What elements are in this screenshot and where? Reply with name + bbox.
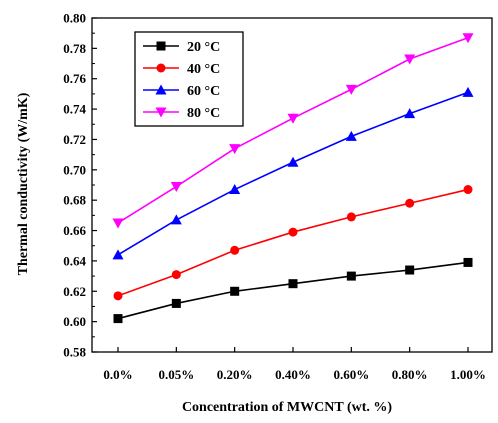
legend-label: 80 °C [187,106,220,121]
data-point [405,198,415,208]
series-2 [113,185,473,301]
axes: 0.58 0.60 0.62 0.64 0.66 0.68 0.70 0.72 0.74 0.76… [63,11,493,382]
legend-label: 20 °C [187,40,220,55]
legend-marker [156,63,166,73]
legend-label: 40 °C [187,62,220,77]
y-tick-label: 0.68 [63,193,86,208]
data-point [170,214,182,225]
y-tick-label: 0.74 [63,102,86,117]
x-axis-title: Concentration of MWCNT (wt. %) [182,400,392,415]
legend-marker [155,84,167,95]
legend-label: 60 °C [187,84,220,99]
data-point [346,212,356,222]
data-point [404,54,416,65]
legend: 20 °C 40 °C 60 °C 80 °C [134,31,244,127]
x-tick-label: 1.00% [450,367,486,382]
x-tick-label: 0.05% [158,367,194,382]
data-point [112,218,124,229]
legend-entry: 80 °C [143,106,220,121]
y-tick-label: 0.60 [63,314,86,329]
legend-entry: 40 °C [143,62,220,77]
data-point [462,86,474,97]
y-tick-label: 0.78 [63,41,86,56]
series-1 [113,257,473,324]
data-point [170,182,182,193]
legend-entry: 20 °C [143,40,220,55]
legend-box [134,31,244,127]
data-point [229,144,241,155]
y-tick-label: 0.64 [63,253,86,268]
data-point [171,270,181,280]
y-tick-label: 0.76 [63,71,86,86]
data-point [113,314,123,324]
data-point [405,265,415,275]
x-tick-label: 0.80% [392,367,428,382]
data-point [113,291,123,301]
data-point [346,271,356,281]
data-point [463,257,473,267]
y-tick-label: 0.66 [63,223,86,238]
y-tick-label: 0.58 [63,345,86,360]
y-tick-label: 0.72 [63,132,86,147]
data-point [345,84,357,95]
data-point [404,108,416,119]
data-point [288,227,298,237]
data-point [229,184,241,195]
legend-marker [156,41,166,51]
data-point [462,33,474,44]
legend-marker [155,107,167,118]
data-point [463,185,473,195]
data-point [112,249,124,260]
x-tick-label: 0.0% [103,367,132,382]
x-tick-label: 0.60% [333,367,369,382]
x-tick-label: 0.20% [217,367,253,382]
series-4 [112,33,474,229]
data-point [287,156,299,167]
series-line [117,261,469,320]
series-layer [112,33,474,324]
data-point [230,286,240,296]
data-point [345,130,357,141]
data-point [287,113,299,124]
data-point [230,245,240,255]
y-tick-label: 0.62 [63,284,86,299]
series-3 [112,86,474,260]
y-tick-label: 0.70 [63,162,86,177]
legend-entry: 60 °C [143,84,220,99]
x-tick-label: 0.40% [275,367,311,382]
y-tick-label: 0.80 [63,11,86,26]
y-axis-title: Thermal conductivity (W/mK) [16,92,31,275]
data-point [288,279,298,289]
data-point [171,298,181,308]
